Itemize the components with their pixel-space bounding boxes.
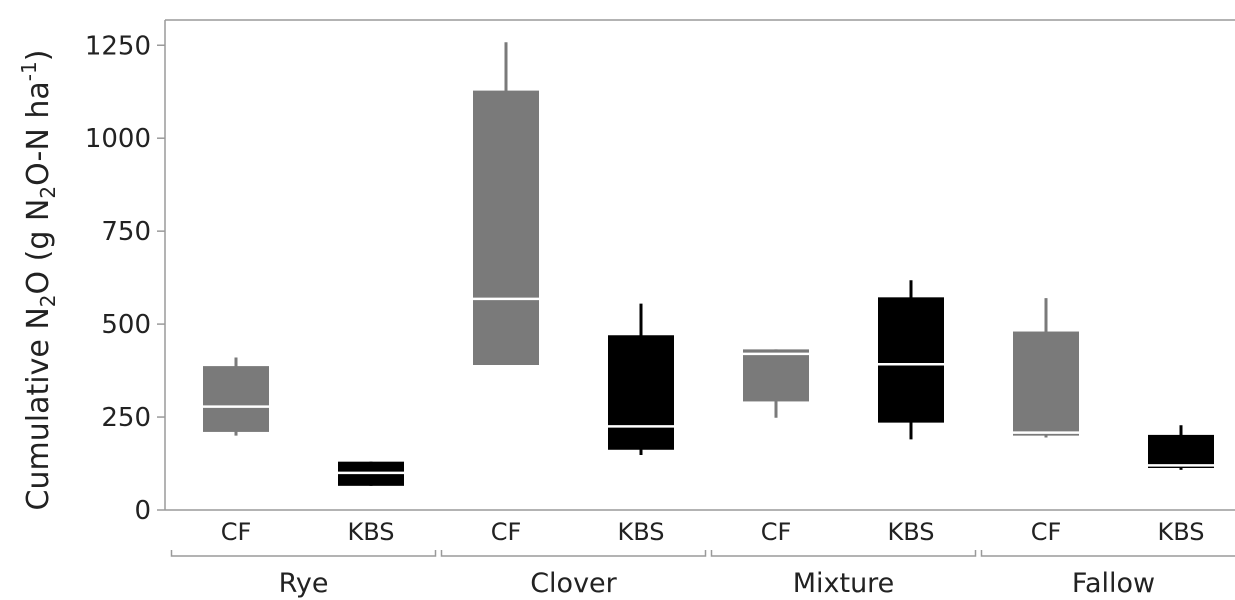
y-tick-label: 1250 xyxy=(85,31,151,61)
group-bracket xyxy=(980,550,1235,557)
y-axis-label-subscript: 2 xyxy=(36,186,60,199)
y-axis-label-subscript: 2 xyxy=(36,295,60,308)
group-bracket xyxy=(440,550,707,557)
y-axis-label-part: O-N ha xyxy=(21,81,56,186)
y-axis-label-part: ) xyxy=(21,50,56,62)
box-body xyxy=(473,90,539,365)
site-tick-label: CF xyxy=(1031,518,1062,546)
y-axis-label-part: O (g N xyxy=(21,199,56,295)
group-label: Rye xyxy=(279,568,329,599)
box-body xyxy=(608,335,674,450)
box-body xyxy=(203,366,269,432)
group-bracket xyxy=(170,550,437,557)
y-tick-label: 0 xyxy=(134,496,151,526)
box-body xyxy=(1013,331,1079,436)
group-label: Mixture xyxy=(793,568,895,599)
site-tick-label: KBS xyxy=(887,518,934,546)
y-axis-label-part: Cumulative N xyxy=(21,307,56,510)
site-tick-label: CF xyxy=(221,518,252,546)
group-label: Clover xyxy=(530,568,617,599)
box-body xyxy=(878,297,944,423)
group-bracket xyxy=(710,550,977,557)
site-tick-label: KBS xyxy=(1157,518,1204,546)
y-tick-label: 500 xyxy=(101,310,151,340)
y-tick-label: 250 xyxy=(101,403,151,433)
y-tick-label: 1000 xyxy=(85,124,151,154)
y-axis-label: Cumulative N2O (g N2O-N ha-1) xyxy=(17,50,60,511)
site-tick-label: CF xyxy=(761,518,792,546)
site-tick-label: KBS xyxy=(617,518,664,546)
y-axis-label-superscript: -1 xyxy=(17,61,41,81)
site-tick-label: KBS xyxy=(347,518,394,546)
site-tick-label: CF xyxy=(491,518,522,546)
box-body xyxy=(743,349,809,402)
group-label: Fallow xyxy=(1072,568,1155,599)
box-body xyxy=(1148,434,1214,468)
y-tick-label: 750 xyxy=(101,217,151,247)
